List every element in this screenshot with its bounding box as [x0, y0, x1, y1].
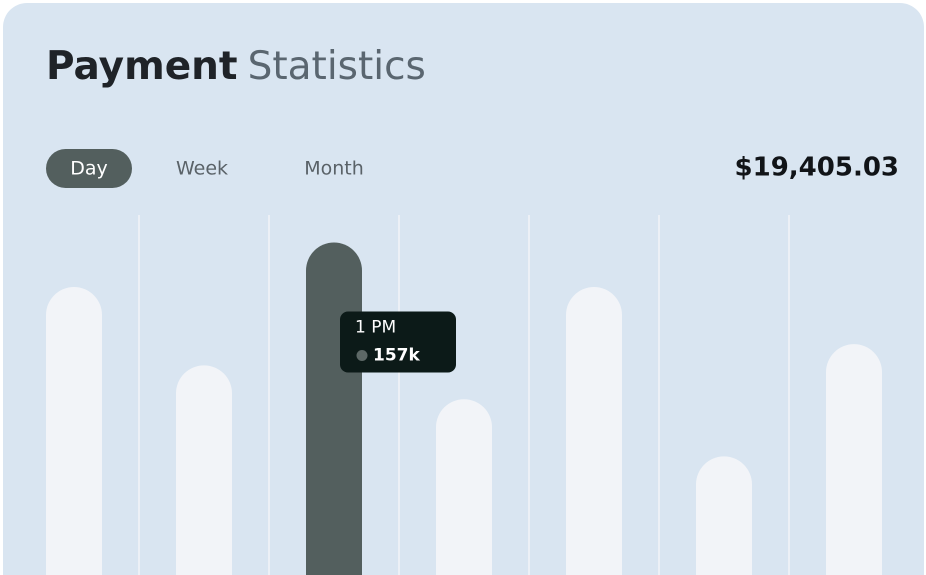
- bar: [826, 344, 882, 575]
- bar: [566, 287, 622, 575]
- bar: [46, 287, 102, 575]
- tab[interactable]: Month: [304, 158, 364, 180]
- title-strong: Payment: [46, 44, 238, 89]
- tooltips: 1 PM 157k: [340, 311, 456, 373]
- bar: [176, 365, 232, 575]
- tooltip-bg: [340, 311, 456, 373]
- bar: [436, 399, 492, 575]
- tooltip-value: 157k: [373, 346, 420, 366]
- bar: [306, 242, 362, 575]
- tab-active-bg[interactable]: [46, 149, 132, 188]
- title-light: Statistics: [248, 44, 426, 89]
- tab[interactable]: Day: [70, 158, 108, 180]
- tab[interactable]: Week: [176, 158, 228, 180]
- title: Payment Statistics: [46, 44, 426, 89]
- dividers: [138, 215, 790, 575]
- bar: [696, 456, 752, 575]
- tooltip-category: 1 PM: [355, 318, 396, 338]
- tooltip: 1 PM 157k: [340, 311, 456, 373]
- total: $19,405.03: [735, 153, 899, 183]
- tooltip-dot: [356, 350, 368, 362]
- card: [3, 3, 924, 575]
